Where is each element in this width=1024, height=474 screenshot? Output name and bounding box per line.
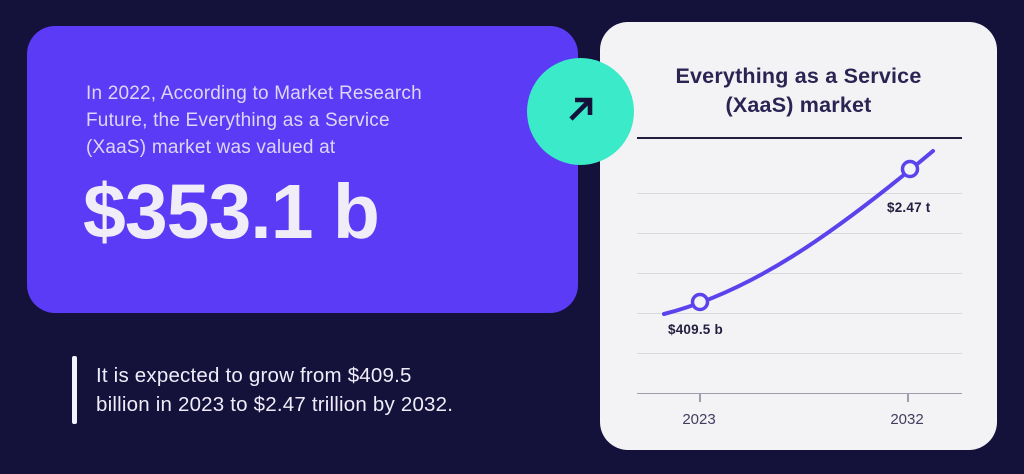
stat-description: In 2022, According to Market Research Fu… (86, 80, 486, 161)
x-tick-label-2023: 2023 (682, 411, 716, 428)
quote-accent-bar (72, 356, 77, 424)
value-label-2023: $409.5 b (668, 322, 723, 337)
chart-title-line: (XaaS) market (725, 93, 872, 117)
data-point-2023 (690, 292, 710, 312)
gridline (637, 233, 962, 234)
gridline (637, 273, 962, 274)
stat-description-line: (XaaS) market was valued at (86, 137, 336, 158)
chart-card: Everything as a Service (XaaS) market $4… (600, 22, 997, 450)
chart-title-line: Everything as a Service (675, 64, 922, 88)
trend-line (662, 149, 935, 316)
x-tick-label-2032: 2032 (890, 411, 924, 428)
chart-title: Everything as a Service (XaaS) market (600, 62, 997, 120)
quote-line: billion in 2023 to $2.47 trillion by 203… (96, 393, 454, 416)
x-axis (637, 393, 962, 394)
value-label-2032: $2.47 t (887, 200, 931, 215)
title-divider (637, 137, 962, 139)
data-point-2032 (900, 159, 920, 179)
stat-description-line: In 2022, According to Market Research (86, 83, 422, 104)
quote-line: It is expected to grow from $409.5 (96, 364, 412, 387)
growth-arrow-badge (527, 58, 634, 165)
stat-description-line: Future, the Everything as a Service (86, 110, 390, 131)
gridline (637, 313, 962, 314)
x-axis-tick (907, 393, 909, 402)
line-chart: $409.5 b $2.47 t 2023 2032 (600, 22, 997, 450)
stat-card: In 2022, According to Market Research Fu… (27, 26, 578, 313)
quote-text: It is expected to grow from $409.5 billi… (96, 361, 526, 419)
gridline (637, 193, 962, 194)
stat-value: $353.1 b (83, 169, 380, 255)
gridline (637, 353, 962, 354)
arrow-up-right-icon (568, 97, 592, 121)
x-axis-tick (699, 393, 701, 402)
